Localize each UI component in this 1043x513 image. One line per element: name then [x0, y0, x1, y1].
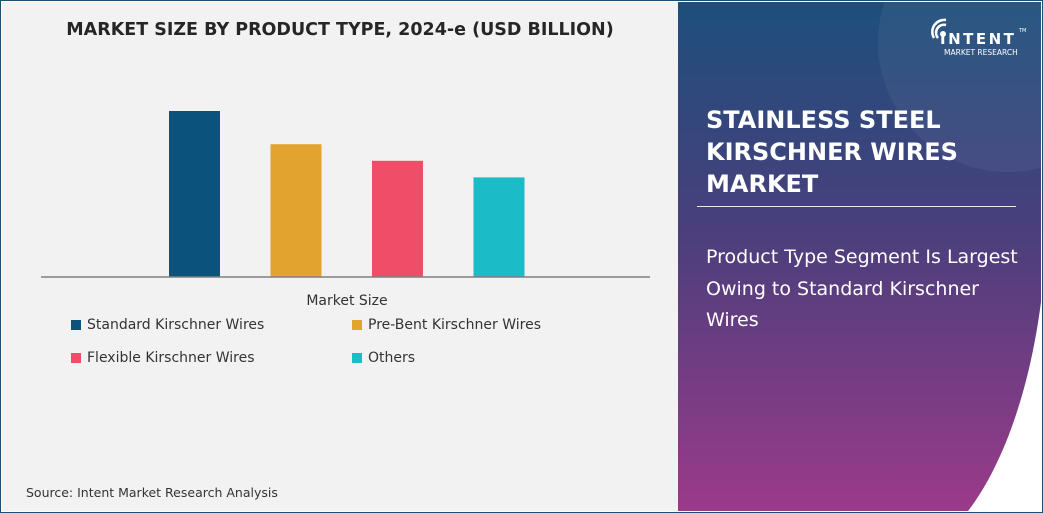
legend-swatch [352, 320, 362, 330]
x-axis-label: Market Size [306, 293, 388, 309]
legend-label: Standard Kirschner Wires [87, 317, 265, 333]
chart-panel: MARKET SIZE BY PRODUCT TYPE, 2024-e (USD… [2, 2, 678, 511]
legend-item-flexible: Flexible Kirschner Wires [71, 350, 255, 366]
legend-item-others: Others [352, 350, 415, 366]
legend-swatch [71, 353, 81, 363]
source-note: Source: Intent Market Research Analysis [26, 485, 278, 500]
panel-background [678, 2, 1041, 511]
bar-others [473, 177, 525, 277]
legend-swatch [71, 320, 81, 330]
report-subtitle: Product Type Segment Is Largest Owing to… [706, 246, 1018, 331]
logo-tm: TM [1019, 28, 1027, 34]
bar-pre-bent-kirschner-wires [270, 144, 322, 277]
logo-brand: INTENT [940, 30, 1017, 48]
bar-plot [41, 111, 650, 278]
chart-title: MARKET SIZE BY PRODUCT TYPE, 2024-e (USD… [66, 20, 614, 40]
bar-flexible-kirschner-wires [372, 160, 423, 277]
legend-label: Others [368, 350, 416, 366]
logo-tagline: MARKET RESEARCH [944, 48, 1018, 57]
report-title: STAINLESS STEEL KIRSCHNER WIRES MARKET [706, 106, 958, 198]
signal-icon [931, 18, 947, 39]
legend-swatch [352, 353, 362, 363]
divider [697, 206, 1016, 207]
legend-label: Flexible Kirschner Wires [87, 350, 255, 366]
legend-item-pre-bent: Pre-Bent Kirschner Wires [352, 317, 541, 333]
info-panel: INTENT TM MARKET RESEARCH STAINLESS STEE… [678, 2, 1041, 511]
legend-item-standard: Standard Kirschner Wires [71, 317, 264, 333]
legend-label: Pre-Bent Kirschner Wires [368, 317, 542, 333]
bar-standard-kirschner-wires [169, 111, 220, 277]
